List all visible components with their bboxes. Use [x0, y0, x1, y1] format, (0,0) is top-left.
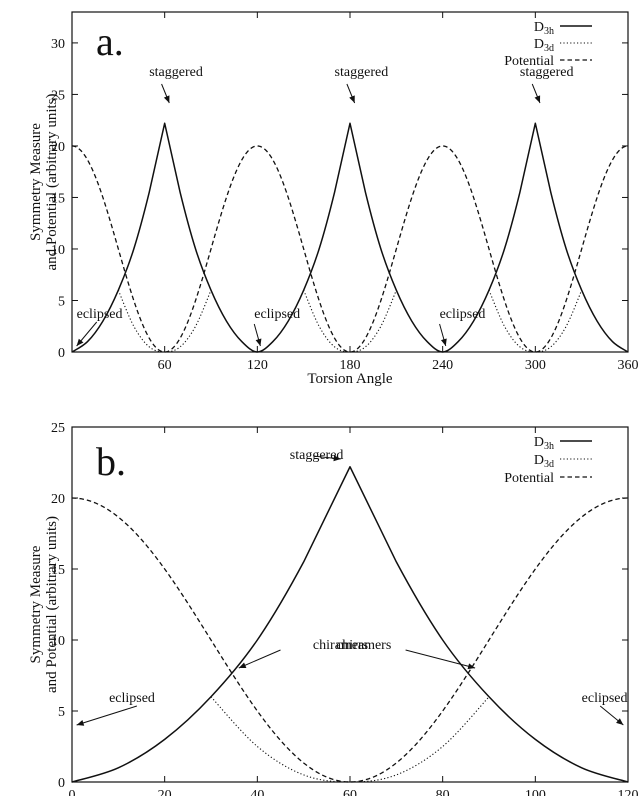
- annotation-label: eclipsed: [582, 691, 628, 706]
- annotation-arrowhead: [76, 338, 84, 346]
- x-tick-label: 60: [343, 788, 357, 796]
- y-tick-label: 0: [58, 776, 65, 791]
- x-tick-label: 60: [158, 358, 172, 373]
- y-tick-label: 5: [58, 705, 65, 720]
- y-tick-label: 25: [51, 421, 65, 436]
- annotation-arrowhead: [333, 455, 341, 462]
- chart-panel-a: 0 5 10 15 20 25 30 60 120 180 240 300 360 Torsion Ang…: [28, 11, 639, 387]
- x-tick-label: 300: [525, 358, 546, 373]
- x-axis-title: Torsion Angle: [307, 371, 393, 387]
- annotation-arrowhead: [238, 662, 247, 668]
- x-tick-label: 80: [436, 788, 450, 796]
- x-tick-label: 0: [69, 788, 76, 796]
- annotation-arrowhead: [76, 720, 85, 726]
- legend-label-subscript: 3d: [544, 459, 554, 470]
- y-tick-label: 25: [51, 88, 65, 103]
- annotation-arrowhead: [467, 663, 476, 670]
- annotation-label: eclipsed: [440, 307, 486, 322]
- annotation-arrowhead: [163, 95, 170, 103]
- panel-label: b.: [96, 439, 126, 484]
- annotation-label: chiramers: [313, 638, 368, 653]
- series-line-d3d: [210, 696, 490, 783]
- y-tick-label: 30: [51, 37, 65, 52]
- y-axis-title: and Potential (arbitrary units): [44, 516, 60, 693]
- annotation-label: staggered: [290, 448, 344, 463]
- x-tick-label: 240: [432, 358, 453, 373]
- y-tick-label: 20: [51, 140, 65, 155]
- legend-label-subscript: 3h: [544, 26, 554, 37]
- legend-label-subscript: 3h: [544, 441, 554, 452]
- y-tick-label: 15: [51, 563, 65, 578]
- x-tick-label: 120: [618, 788, 639, 796]
- chart-panel-b: 0510152025020406080100120Torsion AngleSy…: [28, 421, 639, 796]
- x-tick-label: 100: [525, 788, 546, 796]
- annotation-arrow: [405, 649, 476, 669]
- legend-label-main: D: [534, 453, 544, 468]
- annotation-arrow: [76, 705, 138, 726]
- y-axis-title: Symmetry Measure: [28, 545, 44, 663]
- annotation-arrowhead: [349, 95, 355, 103]
- x-tick-label: 40: [250, 788, 264, 796]
- legend-label-main: D: [534, 37, 544, 52]
- series-line-d3h: [71, 466, 629, 783]
- y-tick-label: 15: [51, 191, 65, 206]
- legend-label: Potential: [504, 471, 554, 486]
- x-tick-label: 20: [158, 788, 172, 796]
- series-line-d3d: [303, 289, 397, 353]
- legend-label-main: D: [534, 435, 544, 450]
- annotation-label: eclipsed: [109, 691, 155, 706]
- annotation-label: chiramers: [336, 638, 391, 653]
- legend-label: Potential: [504, 54, 554, 69]
- annotation-arrowhead: [440, 338, 447, 346]
- y-axis-title: and Potential (arbitrary units): [44, 93, 60, 270]
- legend-label: D3d: [534, 453, 554, 470]
- legend-label: D3h: [534, 20, 554, 37]
- x-tick-label: 180: [340, 358, 361, 373]
- x-tick-label: 360: [618, 358, 639, 373]
- annotation-label: staggered: [520, 65, 574, 80]
- annotation-label: staggered: [335, 65, 389, 80]
- annotation-arrowhead: [616, 718, 624, 725]
- legend-label: D3d: [534, 37, 554, 54]
- y-axis-title: Symmetry Measure: [28, 123, 44, 241]
- legend-label-main: D: [534, 20, 544, 35]
- series-line-potential: [71, 497, 629, 783]
- annotation-arrowhead: [255, 338, 262, 346]
- legend-label: D3h: [534, 435, 554, 452]
- y-tick-label: 20: [51, 492, 65, 507]
- series-line-d3h: [71, 122, 629, 353]
- annotation-label: eclipsed: [254, 307, 300, 322]
- series-line-d3d: [117, 289, 212, 353]
- y-tick-label: 0: [58, 346, 65, 361]
- legend-label-subscript: 3d: [544, 43, 554, 54]
- annotation-label: staggered: [149, 65, 203, 80]
- y-tick-label: 10: [51, 243, 65, 258]
- panel-label: a.: [96, 19, 124, 64]
- annotation-label: eclipsed: [77, 307, 123, 322]
- x-tick-label: 120: [247, 358, 268, 373]
- series-line-d3d: [488, 289, 583, 353]
- y-tick-label: 10: [51, 634, 65, 649]
- annotation-arrowhead: [534, 95, 541, 103]
- y-tick-label: 5: [58, 294, 65, 309]
- annotation-arrow: [238, 649, 281, 669]
- series-line-potential: [71, 145, 629, 353]
